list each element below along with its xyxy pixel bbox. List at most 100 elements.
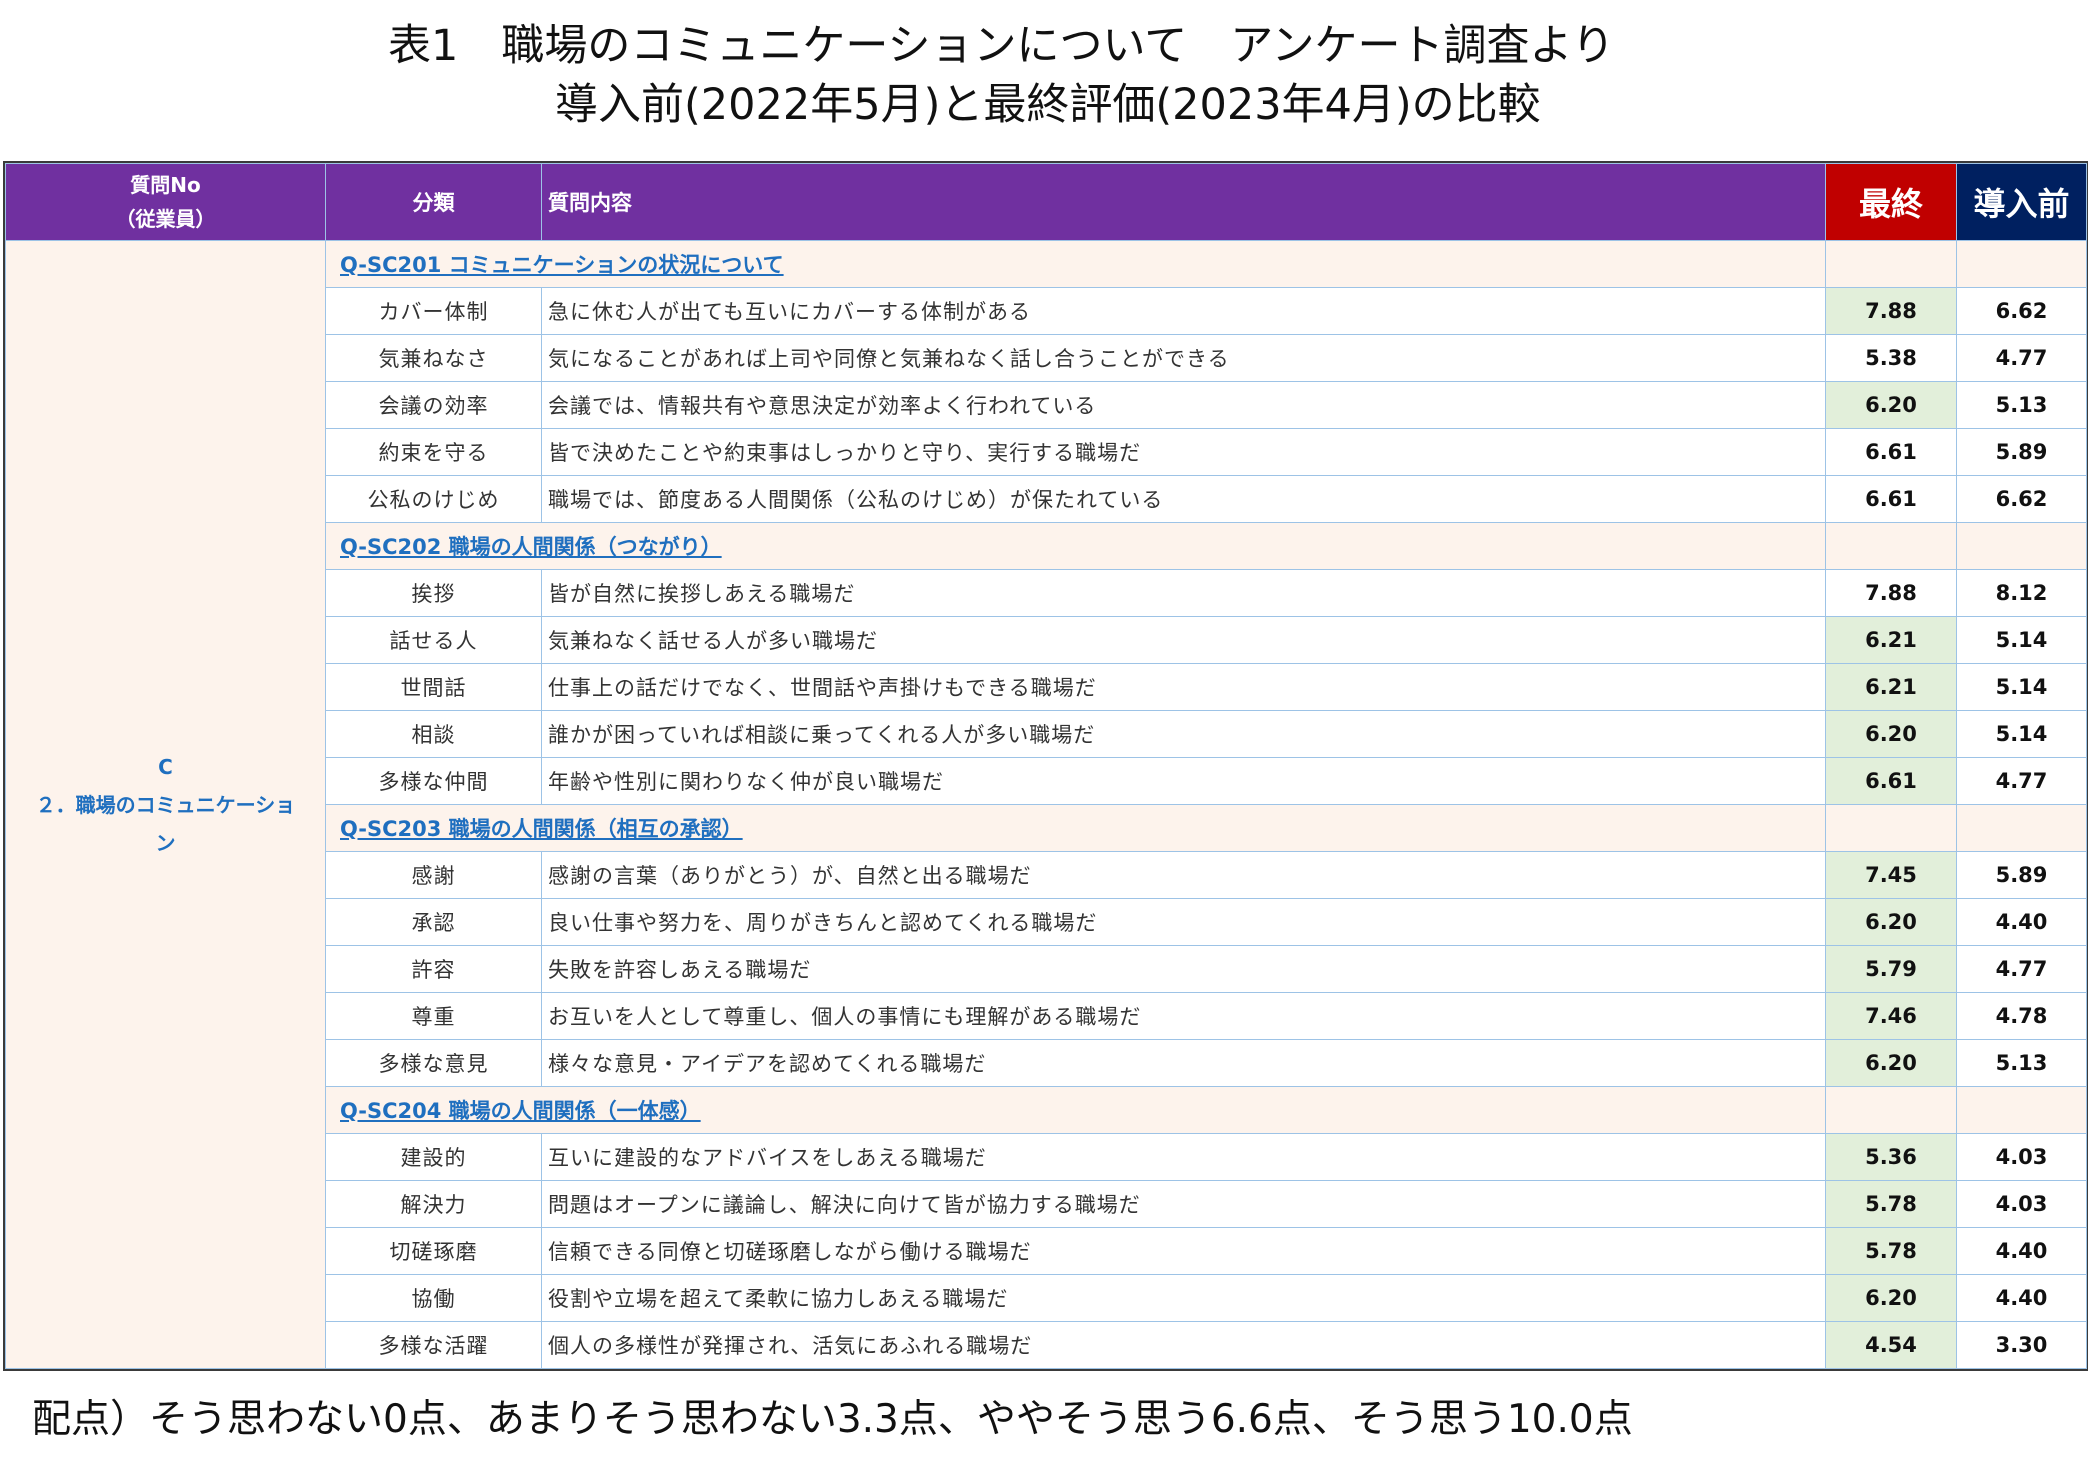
section-empty-cell: [1825, 240, 1957, 288]
table-row: カバー体制 急に休む人が出ても互いにカバーする体制がある 7.88 6.62: [6, 287, 2087, 335]
row-final-score: 6.20: [1825, 898, 1957, 946]
header-qno: 質問No （従業員）: [5, 163, 326, 241]
section-label: Q-SC204 職場の人間関係（一体感）: [325, 1086, 1826, 1134]
row-question: 急に休む人が出ても互いにカバーする体制がある: [541, 287, 1826, 335]
section-empty-cell: [1956, 240, 2087, 288]
row-category: 解決力: [325, 1180, 542, 1228]
row-before-score: 5.89: [1956, 851, 2087, 899]
row-category: 挨拶: [325, 569, 542, 617]
row-before-score: 4.40: [1956, 1227, 2087, 1275]
table-row: 解決力 問題はオープンに議論し、解決に向けて皆が協力する職場だ 5.78 4.03: [6, 1180, 2087, 1228]
row-before-score: 5.13: [1956, 381, 2087, 429]
section-empty-cell: [1825, 1086, 1957, 1134]
table-row: 感謝 感謝の言葉（ありがとう）が、自然と出る職場だ 7.45 5.89: [6, 851, 2087, 899]
row-question: 職場では、節度ある人間関係（公私のけじめ）が保たれている: [541, 475, 1826, 523]
section-label-text: Q-SC202 職場の人間関係（つながり）: [340, 535, 722, 559]
row-final-score: 6.61: [1825, 757, 1957, 805]
row-final-score: 4.54: [1825, 1321, 1957, 1369]
row-before-score: 5.14: [1956, 710, 2087, 758]
row-category: 多様な仲間: [325, 757, 542, 805]
row-final-score: 6.20: [1825, 710, 1957, 758]
row-category: 気兼ねなさ: [325, 334, 542, 382]
row-category: 承認: [325, 898, 542, 946]
row-question: 年齢や性別に関わりなく仲が良い職場だ: [541, 757, 1826, 805]
row-final-score: 5.78: [1825, 1227, 1957, 1275]
section-empty-cell: [1956, 804, 2087, 852]
row-question: 皆が自然に挨拶しあえる職場だ: [541, 569, 1826, 617]
row-before-score: 4.77: [1956, 334, 2087, 382]
row-category: 会議の効率: [325, 381, 542, 429]
row-final-score: 6.61: [1825, 428, 1957, 476]
row-question: お互いを人として尊重し、個人の事情にも理解がある職場だ: [541, 992, 1826, 1040]
table-body: C ２．職場のコミュニケーション Q-SC201 コミュニケーションの状況についてカ…: [5, 240, 2087, 1369]
header-before: 導入前: [1956, 163, 2087, 241]
section-empty-cell: [1825, 804, 1957, 852]
row-final-score: 6.20: [1825, 1039, 1957, 1087]
section-label-text: Q-SC204 職場の人間関係（一体感）: [340, 1099, 701, 1123]
row-category: 話せる人: [325, 616, 542, 664]
row-before-score: 4.40: [1956, 898, 2087, 946]
survey-table-container: 質問No （従業員） 分類 質問内容 最終 導入前 C ２．職場のコミュニケーショ…: [3, 161, 2088, 1371]
row-question: 仕事上の話だけでなく、世間話や声掛けもできる職場だ: [541, 663, 1826, 711]
table-row: 多様な仲間 年齢や性別に関わりなく仲が良い職場だ 6.61 4.77: [6, 757, 2087, 805]
header-qno-line2: （従業員）: [115, 207, 216, 231]
row-before-score: 4.77: [1956, 945, 2087, 993]
section-row: Q-SC202 職場の人間関係（つながり）: [6, 522, 2087, 570]
group-label-line: ２．職場のコミュニケーショ: [35, 792, 296, 817]
row-question: 失敗を許容しあえる職場だ: [541, 945, 1826, 993]
row-question: 様々な意見・アイデアを認めてくれる職場だ: [541, 1039, 1826, 1087]
row-category: 切磋琢磨: [325, 1227, 542, 1275]
table-header-row: 質問No （従業員） 分類 質問内容 最終 導入前: [5, 163, 2087, 241]
row-before-score: 5.14: [1956, 616, 2087, 664]
section-label: Q-SC201 コミュニケーションの状況について: [325, 240, 1826, 288]
section-row: Q-SC204 職場の人間関係（一体感）: [6, 1086, 2087, 1134]
row-final-score: 5.78: [1825, 1180, 1957, 1228]
table-row: 相談 誰かが困っていれば相談に乗ってくれる人が多い職場だ 6.20 5.14: [6, 710, 2087, 758]
row-category: 公私のけじめ: [325, 475, 542, 523]
row-category: 約束を守る: [325, 428, 542, 476]
row-before-score: 4.78: [1956, 992, 2087, 1040]
row-category: カバー体制: [325, 287, 542, 335]
table-row: 会議の効率 会議では、情報共有や意思決定が効率よく行われている 6.20 5.13: [6, 381, 2087, 429]
row-before-score: 6.62: [1956, 287, 2087, 335]
row-final-score: 7.46: [1825, 992, 1957, 1040]
row-question: 個人の多様性が発揮され、活気にあふれる職場だ: [541, 1321, 1826, 1369]
section-row: Q-SC203 職場の人間関係（相互の承認）: [6, 804, 2087, 852]
row-before-score: 5.89: [1956, 428, 2087, 476]
row-question: 誰かが困っていれば相談に乗ってくれる人が多い職場だ: [541, 710, 1826, 758]
table-row: 尊重 お互いを人として尊重し、個人の事情にも理解がある職場だ 7.46 4.78: [6, 992, 2087, 1040]
table-row: 建設的 互いに建設的なアドバイスをしあえる職場だ 5.36 4.03: [6, 1133, 2087, 1181]
group-label-line: ン: [155, 830, 176, 855]
table-row: 切磋琢磨 信頼できる同僚と切磋琢磨しながら働ける職場だ 5.78 4.40: [6, 1227, 2087, 1275]
row-before-score: 4.03: [1956, 1133, 2087, 1181]
section-label-text: Q-SC203 職場の人間関係（相互の承認）: [340, 817, 743, 841]
header-final: 最終: [1825, 163, 1957, 241]
section-empty-cell: [1825, 522, 1957, 570]
row-before-score: 8.12: [1956, 569, 2087, 617]
table-row: 許容 失敗を許容しあえる職場だ 5.79 4.77: [6, 945, 2087, 993]
row-question: 会議では、情報共有や意思決定が効率よく行われている: [541, 381, 1826, 429]
row-before-score: 4.03: [1956, 1180, 2087, 1228]
row-before-score: 5.14: [1956, 663, 2087, 711]
row-question: 良い仕事や努力を、周りがきちんと認めてくれる職場だ: [541, 898, 1826, 946]
section-label: Q-SC203 職場の人間関係（相互の承認）: [325, 804, 1826, 852]
row-final-score: 6.20: [1825, 381, 1957, 429]
row-question: 感謝の言葉（ありがとう）が、自然と出る職場だ: [541, 851, 1826, 899]
row-final-score: 7.88: [1825, 287, 1957, 335]
section-empty-cell: [1956, 1086, 2087, 1134]
row-final-score: 7.88: [1825, 569, 1957, 617]
title-line-1: 表1 職場のコミュニケーションについて アンケート調査より: [388, 21, 1615, 71]
row-category: 感謝: [325, 851, 542, 899]
row-question: 問題はオープンに議論し、解決に向けて皆が協力する職場だ: [541, 1180, 1826, 1228]
row-category: 相談: [325, 710, 542, 758]
group-label-line: C: [158, 754, 173, 779]
table-row: 多様な活躍 個人の多様性が発揮され、活気にあふれる職場だ 4.54 3.30: [6, 1321, 2087, 1369]
scoring-footnote: 配点）そう思わない0点、あまりそう思わない3.3点、ややそう思う6.6点、そう思…: [32, 1397, 1633, 1442]
row-before-score: 3.30: [1956, 1321, 2087, 1369]
row-category: 協働: [325, 1274, 542, 1322]
row-question: 気兼ねなく話せる人が多い職場だ: [541, 616, 1826, 664]
row-question: 役割や立場を超えて柔軟に協力しあえる職場だ: [541, 1274, 1826, 1322]
table-row: 承認 良い仕事や努力を、周りがきちんと認めてくれる職場だ 6.20 4.40: [6, 898, 2087, 946]
header-category: 分類: [325, 163, 542, 241]
row-question: 互いに建設的なアドバイスをしあえる職場だ: [541, 1133, 1826, 1181]
